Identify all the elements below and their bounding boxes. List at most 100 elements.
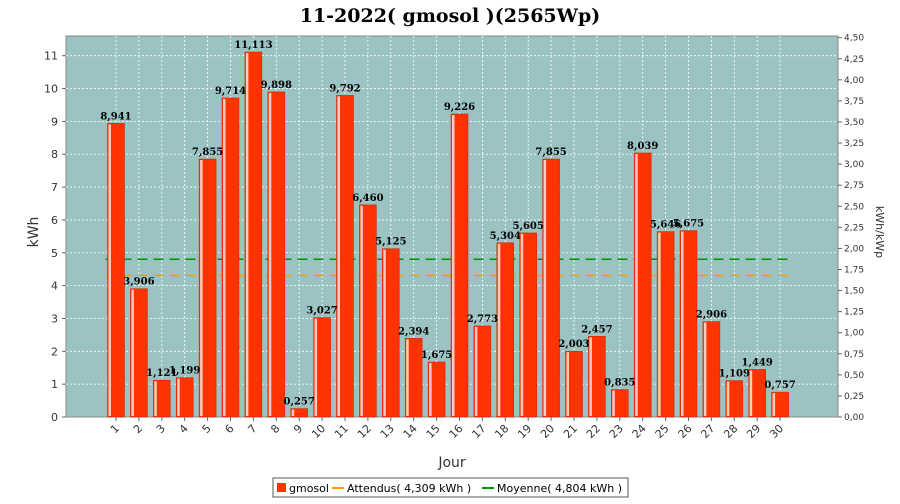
x-tick-label: 28 (721, 422, 740, 441)
x-tick-label: 22 (584, 422, 603, 441)
x-tick-label: 25 (653, 422, 672, 441)
data-label: 7,855 (192, 147, 223, 158)
data-label: 1,121 (146, 368, 177, 379)
bar-highlight (749, 370, 753, 416)
x-tick-label: 5 (200, 422, 214, 436)
chart-title: 11-2022( gmosol )(2565Wp) (300, 5, 601, 27)
data-label: 8,941 (100, 111, 131, 122)
bar-highlight (131, 289, 134, 416)
data-label: 9,792 (329, 83, 360, 94)
legend-label-moyenne: Moyenne( 4,804 kWh ) (497, 482, 622, 495)
x-tick-label: 4 (177, 422, 191, 436)
legend-label-gmosol: gmosol (289, 482, 329, 495)
data-label: 0,757 (764, 380, 795, 391)
bar-highlight (726, 381, 730, 416)
x-tick-label: 11 (332, 422, 351, 441)
bar-highlight (612, 390, 615, 416)
y-tick-label: 2 (51, 345, 58, 358)
bar-highlight (566, 352, 569, 416)
x-tick-label: 7 (245, 422, 259, 436)
bar-highlight (429, 362, 432, 416)
bar-highlight (383, 249, 386, 416)
x-tick-label: 13 (378, 422, 397, 441)
x-axis-label: Jour (437, 455, 466, 471)
data-label: 2,773 (467, 314, 498, 325)
y-tick-label: 4 (51, 280, 58, 293)
y-tick-label: 7 (51, 181, 58, 194)
y2-tick-label: 3,25 (844, 139, 864, 149)
data-label: 11,113 (234, 40, 272, 51)
legend-label-attendus: Attendus( 4,309 kWh ) (347, 482, 471, 495)
bar-highlight (635, 153, 638, 416)
y-tick-label: 1 (51, 378, 58, 391)
y2-axis-ticks: 0,00 0,25 0,50 0,75 1,00 1,25 1,50 1,75 2,00 2,25… (838, 34, 864, 423)
x-tick-label: 19 (515, 422, 534, 441)
data-label: 5,675 (673, 219, 704, 230)
y2-tick-label: 4,00 (844, 76, 864, 86)
bar-highlight (337, 96, 340, 416)
x-tick-label: 30 (767, 422, 786, 441)
data-label: 7,855 (535, 147, 566, 158)
bar-highlight (200, 160, 203, 416)
x-tick-label: 20 (538, 422, 557, 441)
bar-highlight (291, 409, 295, 416)
x-axis-ticks: 1 2 3 4 5 6 7 8 9 10 11 12 13 14 15 16 17 18 19 20 21 22 23 24 2… (108, 417, 786, 441)
y-tick-label: 10 (44, 83, 58, 96)
bar-highlight (772, 393, 776, 416)
bar-highlight (245, 52, 249, 417)
bar-highlight (406, 339, 409, 416)
x-tick-label: 26 (676, 422, 695, 441)
data-label: 3,027 (306, 306, 337, 317)
x-tick-label: 21 (561, 422, 580, 441)
bar-highlight (360, 205, 363, 416)
x-tick-label: 12 (355, 422, 374, 441)
y2-tick-label: 0,00 (844, 413, 864, 423)
x-tick-label: 1 (108, 422, 122, 436)
data-label: 1,449 (742, 357, 773, 368)
y-tick-label: 8 (51, 148, 58, 161)
data-label: 1,109 (719, 369, 750, 380)
data-label: 0,835 (604, 378, 635, 389)
y-tick-label: 0 (51, 411, 58, 424)
y-tick-label: 6 (51, 214, 58, 227)
data-label: 3,906 (123, 277, 154, 288)
bar-highlight (497, 243, 501, 416)
x-tick-label: 2 (131, 422, 145, 436)
y2-tick-label: 2,00 (844, 244, 864, 254)
bar-highlight (474, 326, 478, 416)
x-tick-label: 27 (698, 422, 717, 441)
data-label: 1,199 (169, 366, 200, 377)
y-tick-label: 3 (51, 312, 58, 325)
data-label: 5,605 (513, 221, 544, 232)
x-tick-label: 24 (630, 422, 649, 441)
y2-tick-label: 1,50 (844, 287, 864, 297)
x-tick-label: 3 (154, 422, 168, 436)
bar-highlight (589, 337, 592, 416)
data-label: 5,304 (490, 231, 521, 242)
y2-tick-label: 2,50 (844, 202, 864, 212)
y2-tick-label: 3,75 (844, 97, 864, 107)
y2-tick-label: 1,25 (844, 308, 864, 318)
bar-highlight (268, 92, 272, 417)
data-label: 8,039 (627, 141, 658, 152)
data-label: 0,257 (284, 397, 315, 408)
data-label: 9,226 (444, 102, 475, 113)
y2-tick-label: 3,00 (844, 160, 864, 170)
x-tick-label: 8 (268, 422, 282, 436)
x-tick-label: 15 (424, 422, 443, 441)
legend-swatch-gmosol (277, 483, 286, 492)
data-label: 2,003 (558, 339, 589, 350)
legend: gmosol Attendus( 4,309 kWh ) Moyenne( 4,… (272, 477, 629, 498)
bar-highlight (223, 98, 226, 416)
y2-tick-label: 0,25 (844, 392, 864, 402)
bar-highlight (703, 322, 707, 416)
bar-highlight (681, 231, 684, 416)
bar-highlight (314, 318, 318, 416)
bar-highlight (452, 114, 455, 416)
x-tick-label: 23 (607, 422, 626, 441)
bar-highlight (658, 232, 661, 416)
data-label: 9,714 (215, 86, 246, 97)
x-tick-label: 17 (469, 422, 488, 441)
